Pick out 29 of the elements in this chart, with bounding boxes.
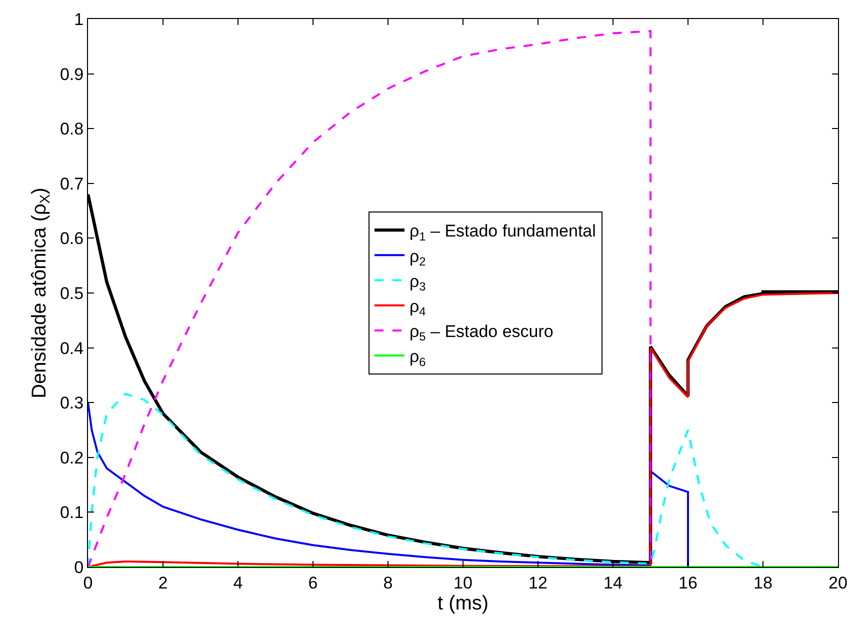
- x-tick-label: 12: [528, 573, 548, 592]
- legend-label: ρ$_{1}$ – Estado fundamental: [410, 222, 596, 244]
- x-tick-label: 6: [308, 573, 318, 592]
- x-tick-label: 8: [383, 573, 393, 592]
- x-tick-label: 2: [158, 573, 168, 592]
- y-tick-label: 1: [74, 10, 84, 29]
- legend-label: ρ$_{5}$ – Estado escuro: [410, 322, 554, 344]
- x-axis-title: t (ms): [437, 592, 489, 614]
- legend-label: ρ$_{2}$: [410, 246, 426, 268]
- y-tick-label: 0.4: [60, 338, 84, 358]
- y-tick-label: 0.1: [60, 503, 84, 522]
- y-tick-label: 0.5: [60, 284, 84, 303]
- x-tick-label: 20: [828, 573, 848, 592]
- x-tick-label: 14: [604, 573, 622, 592]
- y-tick-label: 0.3: [60, 394, 84, 413]
- y-tick-label: 0.8: [60, 120, 84, 139]
- x-tick-label: 18: [754, 573, 772, 592]
- x-tick-label: 16: [678, 573, 698, 592]
- x-tick-label: 10: [454, 573, 472, 592]
- y-tick-label: 0.7: [60, 174, 84, 194]
- y-tick-label: 0.2: [60, 448, 84, 468]
- line-series: [88, 292, 838, 567]
- legend-label: ρ$_{3}$: [410, 272, 426, 294]
- legend-label: ρ$_{4}$: [410, 296, 426, 319]
- legend-label: ρ$_{6}$: [410, 347, 426, 369]
- y-tick-label: 0: [74, 558, 84, 577]
- y-tick-label: 0.9: [60, 64, 84, 84]
- x-tick-label: 4: [233, 573, 243, 592]
- y-tick-label: 0.6: [60, 229, 84, 248]
